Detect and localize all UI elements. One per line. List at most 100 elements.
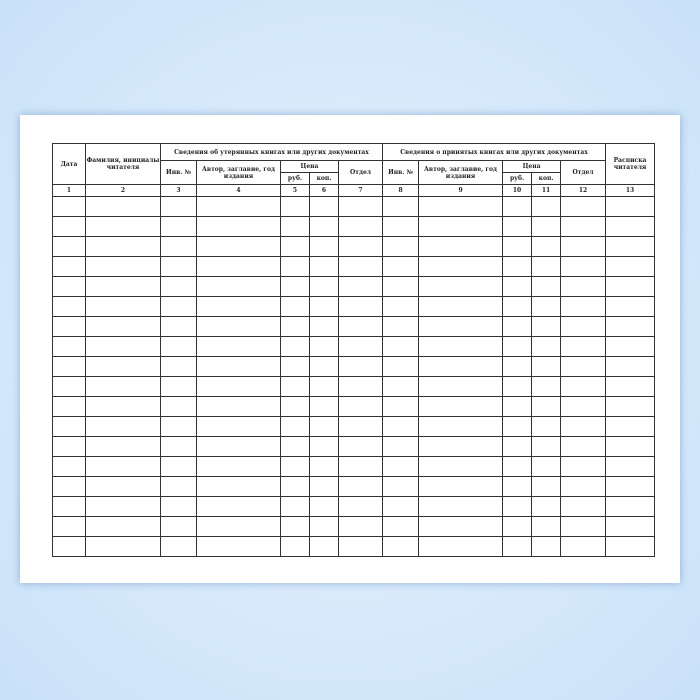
table-cell[interactable]	[85, 196, 161, 217]
table-cell[interactable]	[160, 436, 197, 457]
table-cell[interactable]	[85, 496, 161, 517]
table-cell[interactable]	[160, 416, 197, 437]
table-cell[interactable]	[160, 316, 197, 337]
table-cell[interactable]	[560, 456, 607, 477]
table-cell[interactable]	[502, 516, 533, 537]
table-cell[interactable]	[196, 456, 281, 477]
table-cell[interactable]	[337, 536, 384, 557]
table-cell[interactable]	[560, 536, 607, 557]
table-cell[interactable]	[337, 236, 384, 257]
table-cell[interactable]	[605, 436, 656, 457]
table-cell[interactable]	[85, 516, 161, 537]
table-cell[interactable]	[502, 496, 533, 517]
table-cell[interactable]	[382, 416, 420, 437]
table-cell[interactable]	[605, 376, 656, 397]
table-cell[interactable]	[196, 476, 281, 497]
table-cell[interactable]	[337, 376, 384, 397]
table-cell[interactable]	[418, 316, 504, 337]
table-cell[interactable]	[560, 296, 607, 317]
table-cell[interactable]	[280, 216, 310, 237]
table-cell[interactable]	[418, 356, 504, 377]
table-cell[interactable]	[560, 316, 607, 337]
table-cell[interactable]	[85, 276, 161, 297]
table-cell[interactable]	[560, 396, 607, 417]
table-cell[interactable]	[560, 496, 607, 517]
table-cell[interactable]	[531, 336, 562, 357]
table-cell[interactable]	[85, 476, 161, 497]
table-cell[interactable]	[605, 316, 656, 337]
table-cell[interactable]	[160, 276, 197, 297]
table-cell[interactable]	[160, 356, 197, 377]
table-cell[interactable]	[382, 496, 420, 517]
table-cell[interactable]	[605, 256, 656, 277]
table-cell[interactable]	[337, 196, 384, 217]
table-cell[interactable]	[85, 396, 161, 417]
table-cell[interactable]	[280, 436, 310, 457]
table-cell[interactable]	[52, 256, 86, 277]
table-cell[interactable]	[160, 396, 197, 417]
table-cell[interactable]	[85, 376, 161, 397]
table-cell[interactable]	[382, 276, 420, 297]
table-cell[interactable]	[531, 256, 562, 277]
table-cell[interactable]	[85, 236, 161, 257]
table-cell[interactable]	[309, 236, 339, 257]
table-cell[interactable]	[605, 536, 656, 557]
table-cell[interactable]	[309, 376, 339, 397]
table-cell[interactable]	[160, 516, 197, 537]
table-cell[interactable]	[418, 336, 504, 357]
table-cell[interactable]	[531, 236, 562, 257]
table-cell[interactable]	[605, 196, 656, 217]
table-cell[interactable]	[280, 276, 310, 297]
table-cell[interactable]	[196, 276, 281, 297]
table-cell[interactable]	[605, 416, 656, 437]
table-cell[interactable]	[502, 436, 533, 457]
table-cell[interactable]	[85, 316, 161, 337]
table-cell[interactable]	[52, 296, 86, 317]
table-cell[interactable]	[560, 256, 607, 277]
table-cell[interactable]	[52, 336, 86, 357]
table-cell[interactable]	[502, 396, 533, 417]
table-cell[interactable]	[502, 196, 533, 217]
table-cell[interactable]	[160, 336, 197, 357]
table-cell[interactable]	[531, 196, 562, 217]
table-cell[interactable]	[196, 416, 281, 437]
table-cell[interactable]	[531, 356, 562, 377]
table-cell[interactable]	[337, 456, 384, 477]
table-cell[interactable]	[280, 516, 310, 537]
table-cell[interactable]	[605, 236, 656, 257]
table-cell[interactable]	[160, 236, 197, 257]
table-cell[interactable]	[309, 476, 339, 497]
table-cell[interactable]	[418, 396, 504, 417]
table-cell[interactable]	[280, 356, 310, 377]
table-cell[interactable]	[160, 196, 197, 217]
table-cell[interactable]	[196, 236, 281, 257]
table-cell[interactable]	[531, 536, 562, 557]
table-cell[interactable]	[196, 196, 281, 217]
table-cell[interactable]	[160, 456, 197, 477]
table-cell[interactable]	[502, 536, 533, 557]
table-cell[interactable]	[502, 416, 533, 437]
table-cell[interactable]	[280, 496, 310, 517]
table-cell[interactable]	[502, 316, 533, 337]
table-cell[interactable]	[337, 336, 384, 357]
table-cell[interactable]	[418, 536, 504, 557]
table-cell[interactable]	[531, 416, 562, 437]
table-cell[interactable]	[280, 396, 310, 417]
table-cell[interactable]	[160, 296, 197, 317]
table-cell[interactable]	[160, 476, 197, 497]
table-cell[interactable]	[382, 356, 420, 377]
table-cell[interactable]	[309, 276, 339, 297]
table-cell[interactable]	[382, 236, 420, 257]
table-cell[interactable]	[309, 196, 339, 217]
table-cell[interactable]	[560, 196, 607, 217]
table-cell[interactable]	[605, 296, 656, 317]
table-cell[interactable]	[160, 256, 197, 277]
table-cell[interactable]	[337, 316, 384, 337]
table-cell[interactable]	[382, 516, 420, 537]
table-cell[interactable]	[52, 476, 86, 497]
table-cell[interactable]	[337, 276, 384, 297]
table-cell[interactable]	[418, 276, 504, 297]
table-cell[interactable]	[382, 256, 420, 277]
table-cell[interactable]	[309, 316, 339, 337]
table-cell[interactable]	[605, 336, 656, 357]
